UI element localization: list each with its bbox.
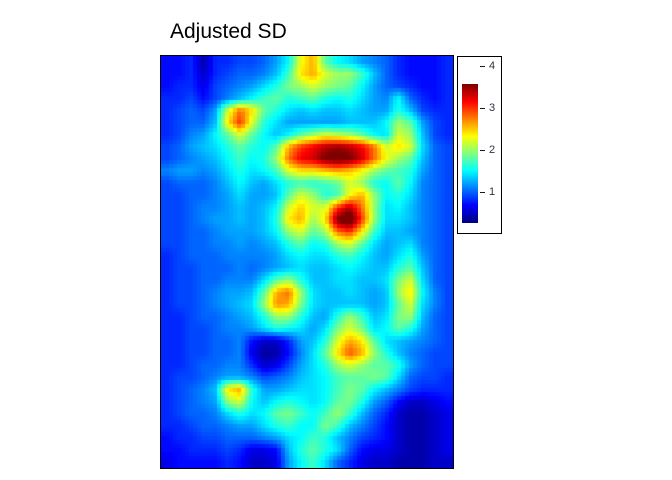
- colorbar-legend: 4 3 2 1: [457, 56, 502, 234]
- colorbar-tick-mark: [480, 108, 485, 109]
- colorbar-gradient: [462, 84, 478, 223]
- chart-title: Adjusted SD: [170, 20, 287, 43]
- heatmap-image: [161, 56, 453, 468]
- colorbar-tick-label: 2: [489, 144, 496, 156]
- colorbar-tick-label: 3: [489, 102, 496, 114]
- colorbar-tick-mark: [480, 150, 485, 151]
- colorbar-tick-label: 1: [489, 186, 496, 198]
- heatmap-frame: [160, 55, 454, 469]
- colorbar-tick-mark: [480, 66, 485, 67]
- colorbar-tick-label: 4: [489, 60, 496, 72]
- colorbar-tick-mark: [480, 192, 485, 193]
